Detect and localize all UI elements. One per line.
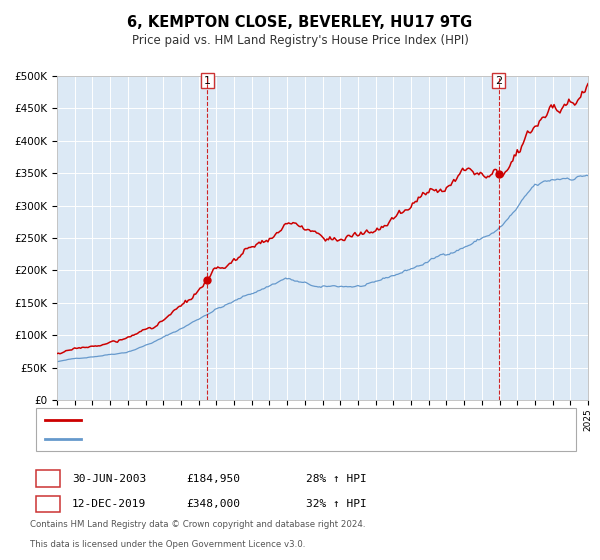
Text: 6, KEMPTON CLOSE, BEVERLEY, HU17 9TG (detached house): 6, KEMPTON CLOSE, BEVERLEY, HU17 9TG (de… [88, 415, 390, 424]
Text: 2: 2 [44, 497, 52, 511]
Text: HPI: Average price, detached house, East Riding of Yorkshire: HPI: Average price, detached house, East… [88, 434, 390, 444]
Text: 30-JUN-2003: 30-JUN-2003 [72, 474, 146, 484]
Text: 1: 1 [44, 472, 52, 486]
Text: Contains HM Land Registry data © Crown copyright and database right 2024.: Contains HM Land Registry data © Crown c… [30, 520, 365, 529]
Text: 1: 1 [204, 76, 211, 86]
Text: This data is licensed under the Open Government Licence v3.0.: This data is licensed under the Open Gov… [30, 540, 305, 549]
Text: £184,950: £184,950 [186, 474, 240, 484]
Text: Price paid vs. HM Land Registry's House Price Index (HPI): Price paid vs. HM Land Registry's House … [131, 34, 469, 47]
Text: 12-DEC-2019: 12-DEC-2019 [72, 499, 146, 509]
Text: 28% ↑ HPI: 28% ↑ HPI [306, 474, 367, 484]
Text: 32% ↑ HPI: 32% ↑ HPI [306, 499, 367, 509]
Text: £348,000: £348,000 [186, 499, 240, 509]
Text: 6, KEMPTON CLOSE, BEVERLEY, HU17 9TG: 6, KEMPTON CLOSE, BEVERLEY, HU17 9TG [127, 15, 473, 30]
Text: 2: 2 [495, 76, 502, 86]
